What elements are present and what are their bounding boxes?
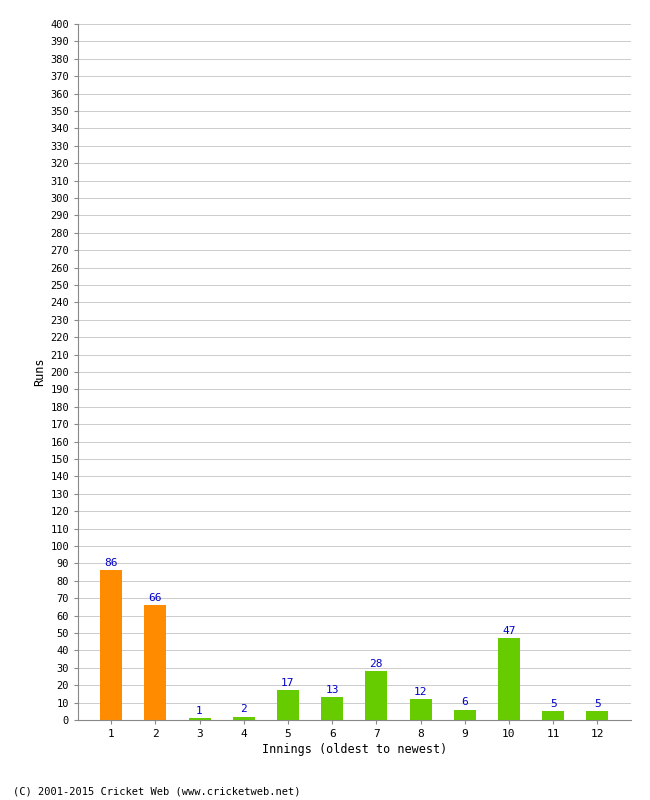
Text: 1: 1 <box>196 706 203 716</box>
Bar <box>100 570 122 720</box>
Bar <box>542 711 564 720</box>
Bar <box>188 718 211 720</box>
Text: 13: 13 <box>326 685 339 694</box>
Text: 5: 5 <box>550 698 556 709</box>
Text: 66: 66 <box>149 593 162 602</box>
Bar <box>498 638 520 720</box>
Bar <box>365 671 387 720</box>
Text: 47: 47 <box>502 626 515 636</box>
Text: 2: 2 <box>240 704 247 714</box>
Text: 6: 6 <box>462 697 468 707</box>
Text: 86: 86 <box>105 558 118 568</box>
Text: 17: 17 <box>281 678 294 688</box>
Text: 5: 5 <box>594 698 601 709</box>
Y-axis label: Runs: Runs <box>33 358 46 386</box>
Bar <box>144 605 166 720</box>
Bar <box>454 710 476 720</box>
Bar <box>321 698 343 720</box>
Bar <box>233 717 255 720</box>
Text: (C) 2001-2015 Cricket Web (www.cricketweb.net): (C) 2001-2015 Cricket Web (www.cricketwe… <box>13 786 300 796</box>
Text: 12: 12 <box>414 686 427 697</box>
Bar <box>277 690 299 720</box>
Bar <box>410 699 432 720</box>
X-axis label: Innings (oldest to newest): Innings (oldest to newest) <box>261 743 447 756</box>
Text: 28: 28 <box>370 658 383 669</box>
Bar <box>586 711 608 720</box>
